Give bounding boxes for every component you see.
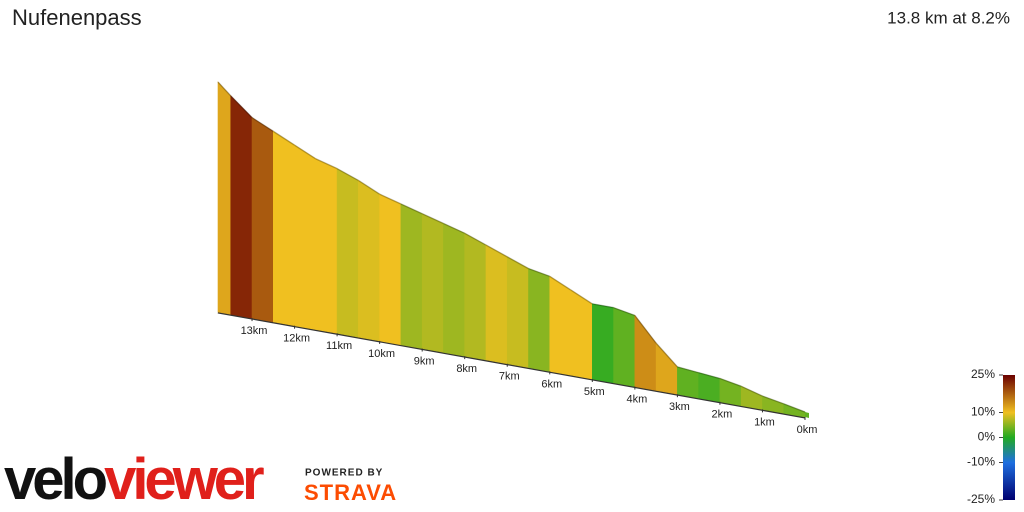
- profile-top: [549, 275, 572, 291]
- profile-segment: [528, 268, 551, 372]
- profile-segment: [655, 342, 678, 395]
- logo-viewer: viewer: [104, 447, 264, 512]
- x-tick-label: 3km: [669, 401, 690, 413]
- x-tick-label: 10km: [368, 348, 395, 360]
- profile-segment: [485, 244, 508, 365]
- color-scale-label: -25%: [967, 492, 995, 506]
- x-tick-label: 7km: [499, 371, 520, 383]
- chart-title: Nufenenpass: [12, 5, 142, 30]
- profile-top: [217, 81, 232, 97]
- x-tick-label: 2km: [712, 409, 733, 421]
- profile-top: [655, 342, 678, 368]
- profile-top: [506, 256, 529, 270]
- profile-segment: [549, 275, 572, 376]
- profile-start: [805, 412, 809, 418]
- profile-top: [443, 222, 466, 234]
- powered-by: POWERED BY: [305, 468, 383, 479]
- profile-segment: [379, 193, 402, 346]
- profile-top: [677, 366, 699, 374]
- profile-top: [570, 289, 593, 305]
- x-tick-label: 5km: [584, 386, 605, 398]
- logo-velo: velo: [4, 447, 107, 512]
- profile-top: [698, 371, 721, 380]
- color-scale-label: -10%: [967, 455, 995, 469]
- profile-segment: [272, 130, 295, 327]
- profile-segment: [217, 81, 232, 315]
- profile-top: [379, 193, 402, 205]
- color-scale-label: 10%: [971, 405, 995, 419]
- color-scale-label: 25%: [971, 367, 995, 381]
- profile-top: [336, 167, 359, 182]
- profile-segment: [634, 314, 657, 391]
- profile-top: [762, 395, 784, 405]
- profile-segment: [570, 289, 593, 380]
- profile-segment: [740, 385, 763, 410]
- x-tick-label: 11km: [326, 340, 352, 352]
- profile-top: [634, 315, 657, 344]
- x-tick-label: 9km: [414, 355, 435, 367]
- profile-top: [719, 377, 742, 387]
- profile-top: [315, 158, 338, 170]
- profile-top: [421, 213, 444, 225]
- profile-top: [294, 144, 317, 160]
- profile-top: [251, 116, 274, 132]
- profile-top: [528, 267, 551, 278]
- profile-segment: [400, 203, 423, 349]
- profile-segment: [251, 117, 274, 323]
- profile-top: [230, 95, 253, 119]
- chart-subtitle: 13.8 km at 8.2%: [887, 8, 1010, 27]
- profile-segment: [358, 179, 380, 342]
- color-scale-label: 0%: [978, 430, 996, 444]
- profile-top: [464, 232, 487, 246]
- profile-top: [613, 306, 636, 317]
- profile-top: [272, 130, 295, 146]
- profile-top: [783, 403, 806, 413]
- profile-top: [592, 303, 614, 309]
- x-tick-label: 1km: [754, 416, 775, 428]
- profile-segment: [592, 303, 614, 384]
- x-tick-label: 13km: [241, 325, 268, 337]
- x-tick-label: 12km: [283, 333, 310, 345]
- profile-segment: [336, 168, 359, 338]
- profile-top: [357, 179, 381, 195]
- x-tick-label: 0km: [797, 424, 818, 436]
- profile-segment: [506, 256, 529, 368]
- profile-top: [740, 385, 763, 397]
- profile-segment: [464, 232, 487, 361]
- strava-logo: STRAVA: [304, 480, 397, 505]
- profile-segment: [613, 307, 636, 387]
- x-tick-label: 4km: [626, 393, 647, 405]
- color-scale-bar: [1003, 375, 1015, 500]
- profile-segment: [443, 223, 466, 357]
- profile-segment: [230, 95, 253, 319]
- x-tick-label: 6km: [541, 378, 562, 390]
- profile-segment: [421, 213, 444, 353]
- profile-segment: [294, 144, 317, 330]
- profile-segment: [315, 158, 338, 334]
- profile-top: [400, 203, 423, 215]
- x-tick-label: 8km: [456, 363, 477, 375]
- profile-top: [485, 244, 508, 258]
- logo: veloviewer: [4, 447, 264, 512]
